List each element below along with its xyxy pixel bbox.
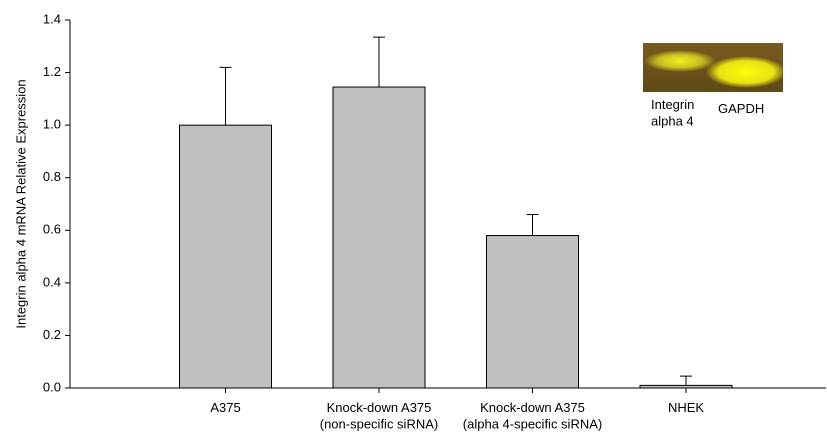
y-tick-label: 0.8 — [43, 169, 61, 184]
error-bar — [526, 214, 539, 236]
bar — [332, 86, 426, 389]
x-tick-label: Knock-down A375 (alpha 4-specific siRNA) — [463, 400, 602, 431]
bar — [639, 384, 733, 389]
y-tick-label: 1.4 — [43, 11, 61, 26]
y-tick-label: 0.4 — [43, 274, 61, 289]
x-tick-label: A375 — [210, 400, 240, 415]
error-bar — [680, 375, 692, 386]
bar — [179, 124, 272, 389]
inset-label: Integrin alpha 4 — [651, 97, 694, 128]
y-tick-label: 0.2 — [43, 327, 61, 342]
y-tick-label: 1.2 — [43, 64, 61, 79]
y-tick-label: 1.0 — [43, 117, 61, 132]
error-bar — [219, 66, 232, 126]
gel-band — [706, 56, 786, 88]
x-tick-label: Knock-down A375 (non-specific siRNA) — [320, 400, 438, 431]
gel-inset — [643, 43, 786, 92]
x-tick-label: NHEK — [668, 400, 704, 415]
y-tick-label: 0.6 — [43, 222, 61, 237]
inset-label: GAPDH — [718, 101, 764, 116]
gel-band — [644, 50, 716, 72]
y-axis-label: Integrin alpha 4 mRNA Relative Expressio… — [13, 79, 28, 328]
y-tick-label: 0.0 — [43, 379, 61, 394]
bar — [486, 235, 579, 389]
error-bar — [373, 36, 385, 88]
